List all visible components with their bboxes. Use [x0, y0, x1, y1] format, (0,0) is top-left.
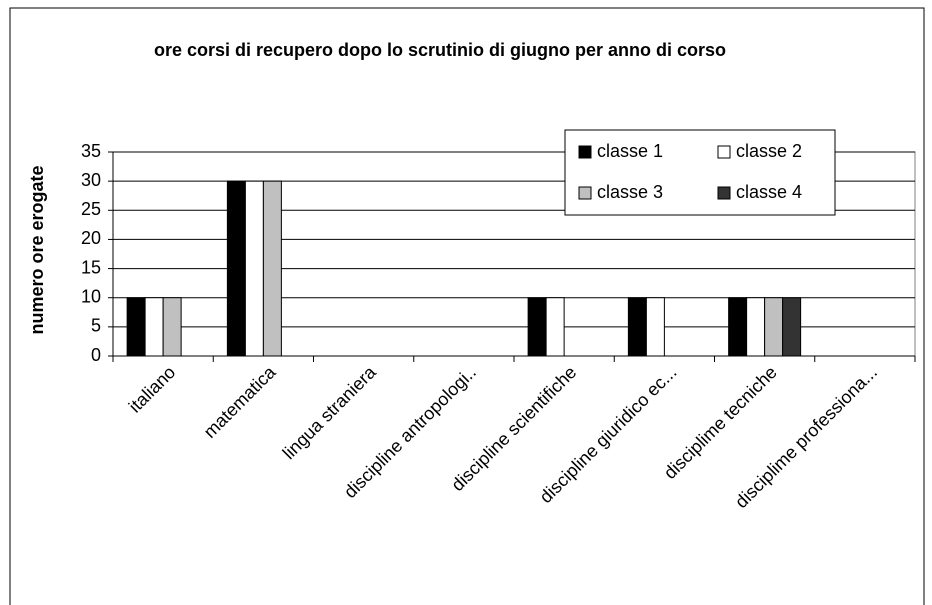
bar	[645, 297, 665, 357]
x-tick-label: disciplime tecniche	[660, 362, 781, 483]
y-tick-label: 35	[81, 141, 101, 161]
bar	[627, 297, 647, 357]
y-tick-label: 15	[81, 257, 101, 277]
bar	[226, 180, 246, 357]
y-tick-label: 20	[81, 228, 101, 248]
legend-label: classe 4	[736, 182, 802, 202]
bar	[545, 297, 565, 357]
legend-label: classe 1	[597, 141, 663, 161]
y-axis-label: numero ore erogate	[27, 165, 47, 334]
bar	[244, 180, 264, 357]
bar	[144, 297, 164, 357]
chart-title: ore corsi di recupero dopo lo scrutinio …	[153, 40, 727, 60]
legend-label: classe 2	[736, 141, 802, 161]
x-tick-label: italiano	[125, 362, 179, 416]
bar	[764, 297, 784, 357]
bar	[126, 297, 146, 357]
y-tick-label: 10	[81, 286, 101, 306]
legend-box	[564, 129, 836, 216]
bar	[782, 297, 802, 357]
y-tick-label: 25	[81, 199, 101, 219]
x-tick-label: lingua straniera	[279, 361, 381, 463]
frame	[9, 7, 925, 605]
legend-swatch	[717, 186, 731, 200]
legend-label: classe 3	[597, 182, 663, 202]
x-tick-label: matematica	[200, 361, 281, 442]
bar	[728, 297, 748, 357]
legend-swatch	[578, 186, 592, 200]
bar	[746, 297, 766, 357]
bar	[162, 297, 182, 357]
y-tick-label: 0	[91, 345, 101, 365]
legend-swatch	[717, 145, 731, 159]
legend-swatch	[578, 145, 592, 159]
y-tick-label: 5	[91, 316, 101, 336]
bar	[262, 180, 282, 357]
bar	[527, 297, 547, 357]
y-tick-label: 30	[81, 170, 101, 190]
